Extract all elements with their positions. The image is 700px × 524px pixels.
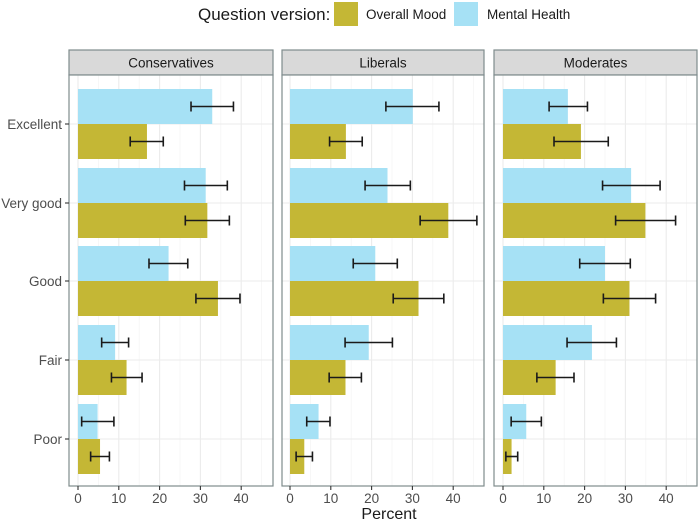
error-bar-mental-health-very-good <box>364 180 412 191</box>
error-bar-overall-mood-fair <box>328 372 363 383</box>
legend: Question version: Overall Mood Mental He… <box>198 2 570 26</box>
legend-title: Question version: <box>198 5 330 24</box>
error-bar-mental-health-good <box>148 258 189 269</box>
strip-label: Moderates <box>564 56 628 71</box>
x-tick-label: 40 <box>446 491 461 506</box>
error-bar-mental-health-good <box>352 258 399 269</box>
error-bar-mental-health-excellent <box>548 101 589 112</box>
error-bar-mental-health-excellent <box>385 101 440 112</box>
x-tick-label: 10 <box>111 491 126 506</box>
error-bar-mental-health-very-good <box>183 180 229 191</box>
error-bar-overall-mood-fair <box>110 372 143 383</box>
x-tick-label: 30 <box>193 491 208 506</box>
error-bar-overall-mood-poor <box>89 451 111 462</box>
error-bar-mental-health-poor <box>510 416 543 427</box>
x-tick-label: 20 <box>577 491 592 506</box>
error-bar-overall-mood-very-good <box>419 215 478 226</box>
error-bar-overall-mood-excellent <box>129 136 165 147</box>
strip-label: Liberals <box>359 56 407 71</box>
y-tick-label-very-good: Very good <box>1 196 62 211</box>
x-tick-label: 0 <box>74 491 82 506</box>
y-axis: Excellent Very good Good Fair Poor <box>1 117 69 447</box>
error-bar-mental-health-fair <box>566 337 618 348</box>
x-tick-label: 0 <box>286 491 294 506</box>
x-tick-label: 30 <box>405 491 420 506</box>
error-bar-overall-mood-fair <box>536 372 575 383</box>
strip-background <box>68 49 274 76</box>
bar-mental-health-excellent <box>78 89 213 124</box>
error-bar-overall-mood-excellent <box>328 136 364 147</box>
panel-conservatives: Conservatives 0 10 20 30 40 <box>68 49 274 506</box>
error-bar-overall-mood-poor <box>505 451 519 462</box>
error-bar-mental-health-very-good <box>601 180 661 191</box>
panel-moderates: Moderates 0 10 20 30 40 <box>493 49 698 506</box>
panel-border <box>281 74 485 487</box>
panel-liberals: Liberals 0 10 20 30 40 <box>281 49 485 506</box>
x-tick-label: 40 <box>234 491 249 506</box>
strip-label: Conservatives <box>128 56 214 71</box>
y-tick-label-fair: Fair <box>39 353 63 368</box>
error-bar-mental-health-fair <box>344 337 394 348</box>
error-bar-overall-mood-very-good <box>184 215 231 226</box>
x-tick-label: 0 <box>499 491 507 506</box>
x-tick-label: 30 <box>618 491 633 506</box>
bar-overall-mood-good <box>78 281 218 316</box>
y-tick-label-poor: Poor <box>33 432 62 447</box>
error-bar-mental-health-excellent <box>190 101 235 112</box>
x-axis-title: Percent <box>361 506 417 523</box>
x-tick-label: 20 <box>364 491 379 506</box>
error-bar-overall-mood-good <box>195 293 241 304</box>
error-bar-mental-health-poor <box>305 416 331 427</box>
x-tick-label: 40 <box>659 491 674 506</box>
error-bar-overall-mood-good <box>602 293 657 304</box>
error-bar-overall-mood-very-good <box>614 215 677 226</box>
error-bar-mental-health-poor <box>80 416 115 427</box>
x-tick-label: 20 <box>152 491 167 506</box>
panel-border <box>493 74 698 487</box>
y-tick-label-excellent: Excellent <box>7 117 62 132</box>
x-tick-label: 10 <box>536 491 551 506</box>
strip-background <box>281 49 485 76</box>
legend-swatch-mental-health <box>454 2 478 26</box>
legend-label-overall-mood: Overall Mood <box>366 7 446 22</box>
y-tick-label-good: Good <box>29 274 62 289</box>
error-bar-overall-mood-excellent <box>553 136 610 147</box>
legend-label-mental-health: Mental Health <box>487 7 570 22</box>
legend-swatch-overall-mood <box>334 2 358 26</box>
bar-overall-mood-poor <box>78 439 101 474</box>
x-tick-label: 10 <box>323 491 338 506</box>
error-bar-mental-health-good <box>578 258 632 269</box>
error-bar-overall-mood-good <box>392 293 445 304</box>
error-bar-overall-mood-poor <box>295 451 314 462</box>
error-bar-mental-health-fair <box>100 337 130 348</box>
